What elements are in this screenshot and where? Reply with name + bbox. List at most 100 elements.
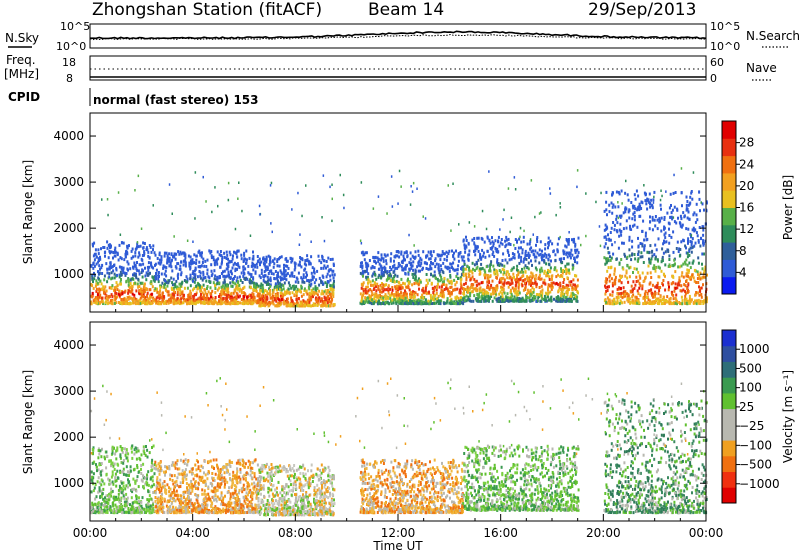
echo-cell: [157, 271, 160, 274]
echo-cell: [365, 263, 368, 267]
echo-cell: [531, 276, 534, 280]
echo-cell: [480, 296, 483, 300]
echo-cell: [109, 251, 112, 255]
echo-cell: [472, 287, 475, 291]
echo-cell: [139, 302, 142, 306]
echo-cell: [372, 207, 375, 210]
echo-cell: [497, 235, 500, 239]
echo-cell: [299, 233, 301, 236]
echo-cell: [701, 262, 703, 266]
echo-cell: [171, 269, 174, 273]
echo-cell: [106, 198, 109, 201]
echo-cell: [430, 254, 433, 258]
echo-cell: [407, 286, 410, 290]
echo-cell: [572, 266, 575, 270]
echo-cell: [187, 254, 190, 258]
echo-cell: [378, 267, 381, 271]
echo-cell: [632, 288, 634, 292]
echo-cell: [635, 267, 638, 271]
echo-cell: [615, 217, 618, 221]
echo-cell: [194, 217, 196, 220]
echo-cell: [632, 206, 635, 210]
echo-cell: [101, 263, 104, 267]
echo-cell: [640, 251, 643, 255]
echo-cell: [633, 267, 636, 271]
echo-cell: [199, 284, 202, 288]
echo-cell: [434, 259, 437, 262]
echo-cell: [545, 274, 548, 278]
echo-cell: [687, 270, 690, 274]
echo-cell: [229, 281, 232, 285]
echo-cell: [311, 290, 314, 294]
echo-cell: [497, 299, 500, 303]
echo-cell: [486, 249, 489, 253]
echo-cell: [554, 266, 557, 270]
echo-cell: [171, 281, 174, 285]
echo-cell: [416, 279, 419, 283]
echo-cell: [537, 296, 540, 300]
echo-cell: [480, 281, 483, 285]
echo-cell: [543, 271, 546, 275]
echo-cell: [666, 211, 669, 215]
echo-cell: [237, 281, 240, 284]
nave-tick-top: 60: [710, 56, 724, 69]
echo-cell: [501, 267, 504, 271]
echo-cell: [194, 273, 197, 277]
echo-cell: [445, 250, 448, 254]
echo-cell: [141, 294, 144, 298]
echo-cell: [162, 266, 165, 270]
echo-cell: [446, 287, 449, 291]
echo-cell: [220, 254, 223, 258]
echo-cell: [531, 273, 534, 277]
echo-cell: [488, 238, 491, 242]
echo-cell: [361, 295, 364, 299]
echo-cell: [326, 296, 329, 299]
echo-cell: [598, 225, 601, 228]
echo-cell: [91, 242, 94, 246]
echo-cell: [524, 270, 527, 274]
echo-cell: [138, 298, 141, 302]
echo-cell: [688, 248, 691, 252]
echo-cell: [475, 247, 478, 251]
echo-cell: [98, 287, 101, 291]
echo-cell: [484, 273, 487, 277]
echo-cell: [210, 254, 213, 258]
echo-cell: [462, 274, 465, 278]
echo-cell: [612, 252, 615, 256]
echo-cell: [678, 276, 681, 280]
echo-cell: [318, 283, 321, 287]
echo-cell: [157, 291, 160, 295]
echo-cell: [287, 301, 290, 305]
echo-cell: [218, 302, 220, 306]
echo-cell: [380, 295, 383, 298]
echo-cell: [386, 270, 389, 274]
echo-cell: [124, 302, 127, 306]
echo-cell: [291, 259, 294, 263]
echo-cell: [190, 262, 193, 266]
echo-cell: [292, 302, 295, 306]
echo-cell: [216, 250, 219, 254]
echo-cell: [307, 304, 310, 308]
echo-cell: [280, 255, 283, 259]
echo-cell: [629, 224, 631, 228]
echo-cell: [534, 277, 537, 281]
echo-cell: [405, 300, 408, 304]
echo-cell: [414, 291, 417, 295]
echo-cell: [450, 292, 453, 296]
echo-cell: [530, 271, 533, 275]
echo-cell: [366, 300, 369, 304]
echo-cell: [465, 299, 468, 303]
echo-cell: [619, 286, 622, 290]
echo-cell: [410, 261, 413, 265]
echo-cell: [503, 291, 506, 295]
echo-cell: [535, 243, 537, 247]
echo-cell: [269, 255, 272, 259]
echo-cell: [108, 267, 111, 271]
echo-cell: [386, 212, 388, 215]
echo-cell: [294, 264, 297, 268]
echo-cell: [384, 295, 386, 298]
echo-cell: [457, 277, 459, 280]
echo-cell: [318, 259, 321, 263]
echo-cell: [698, 191, 700, 194]
echo-cell: [313, 267, 316, 271]
